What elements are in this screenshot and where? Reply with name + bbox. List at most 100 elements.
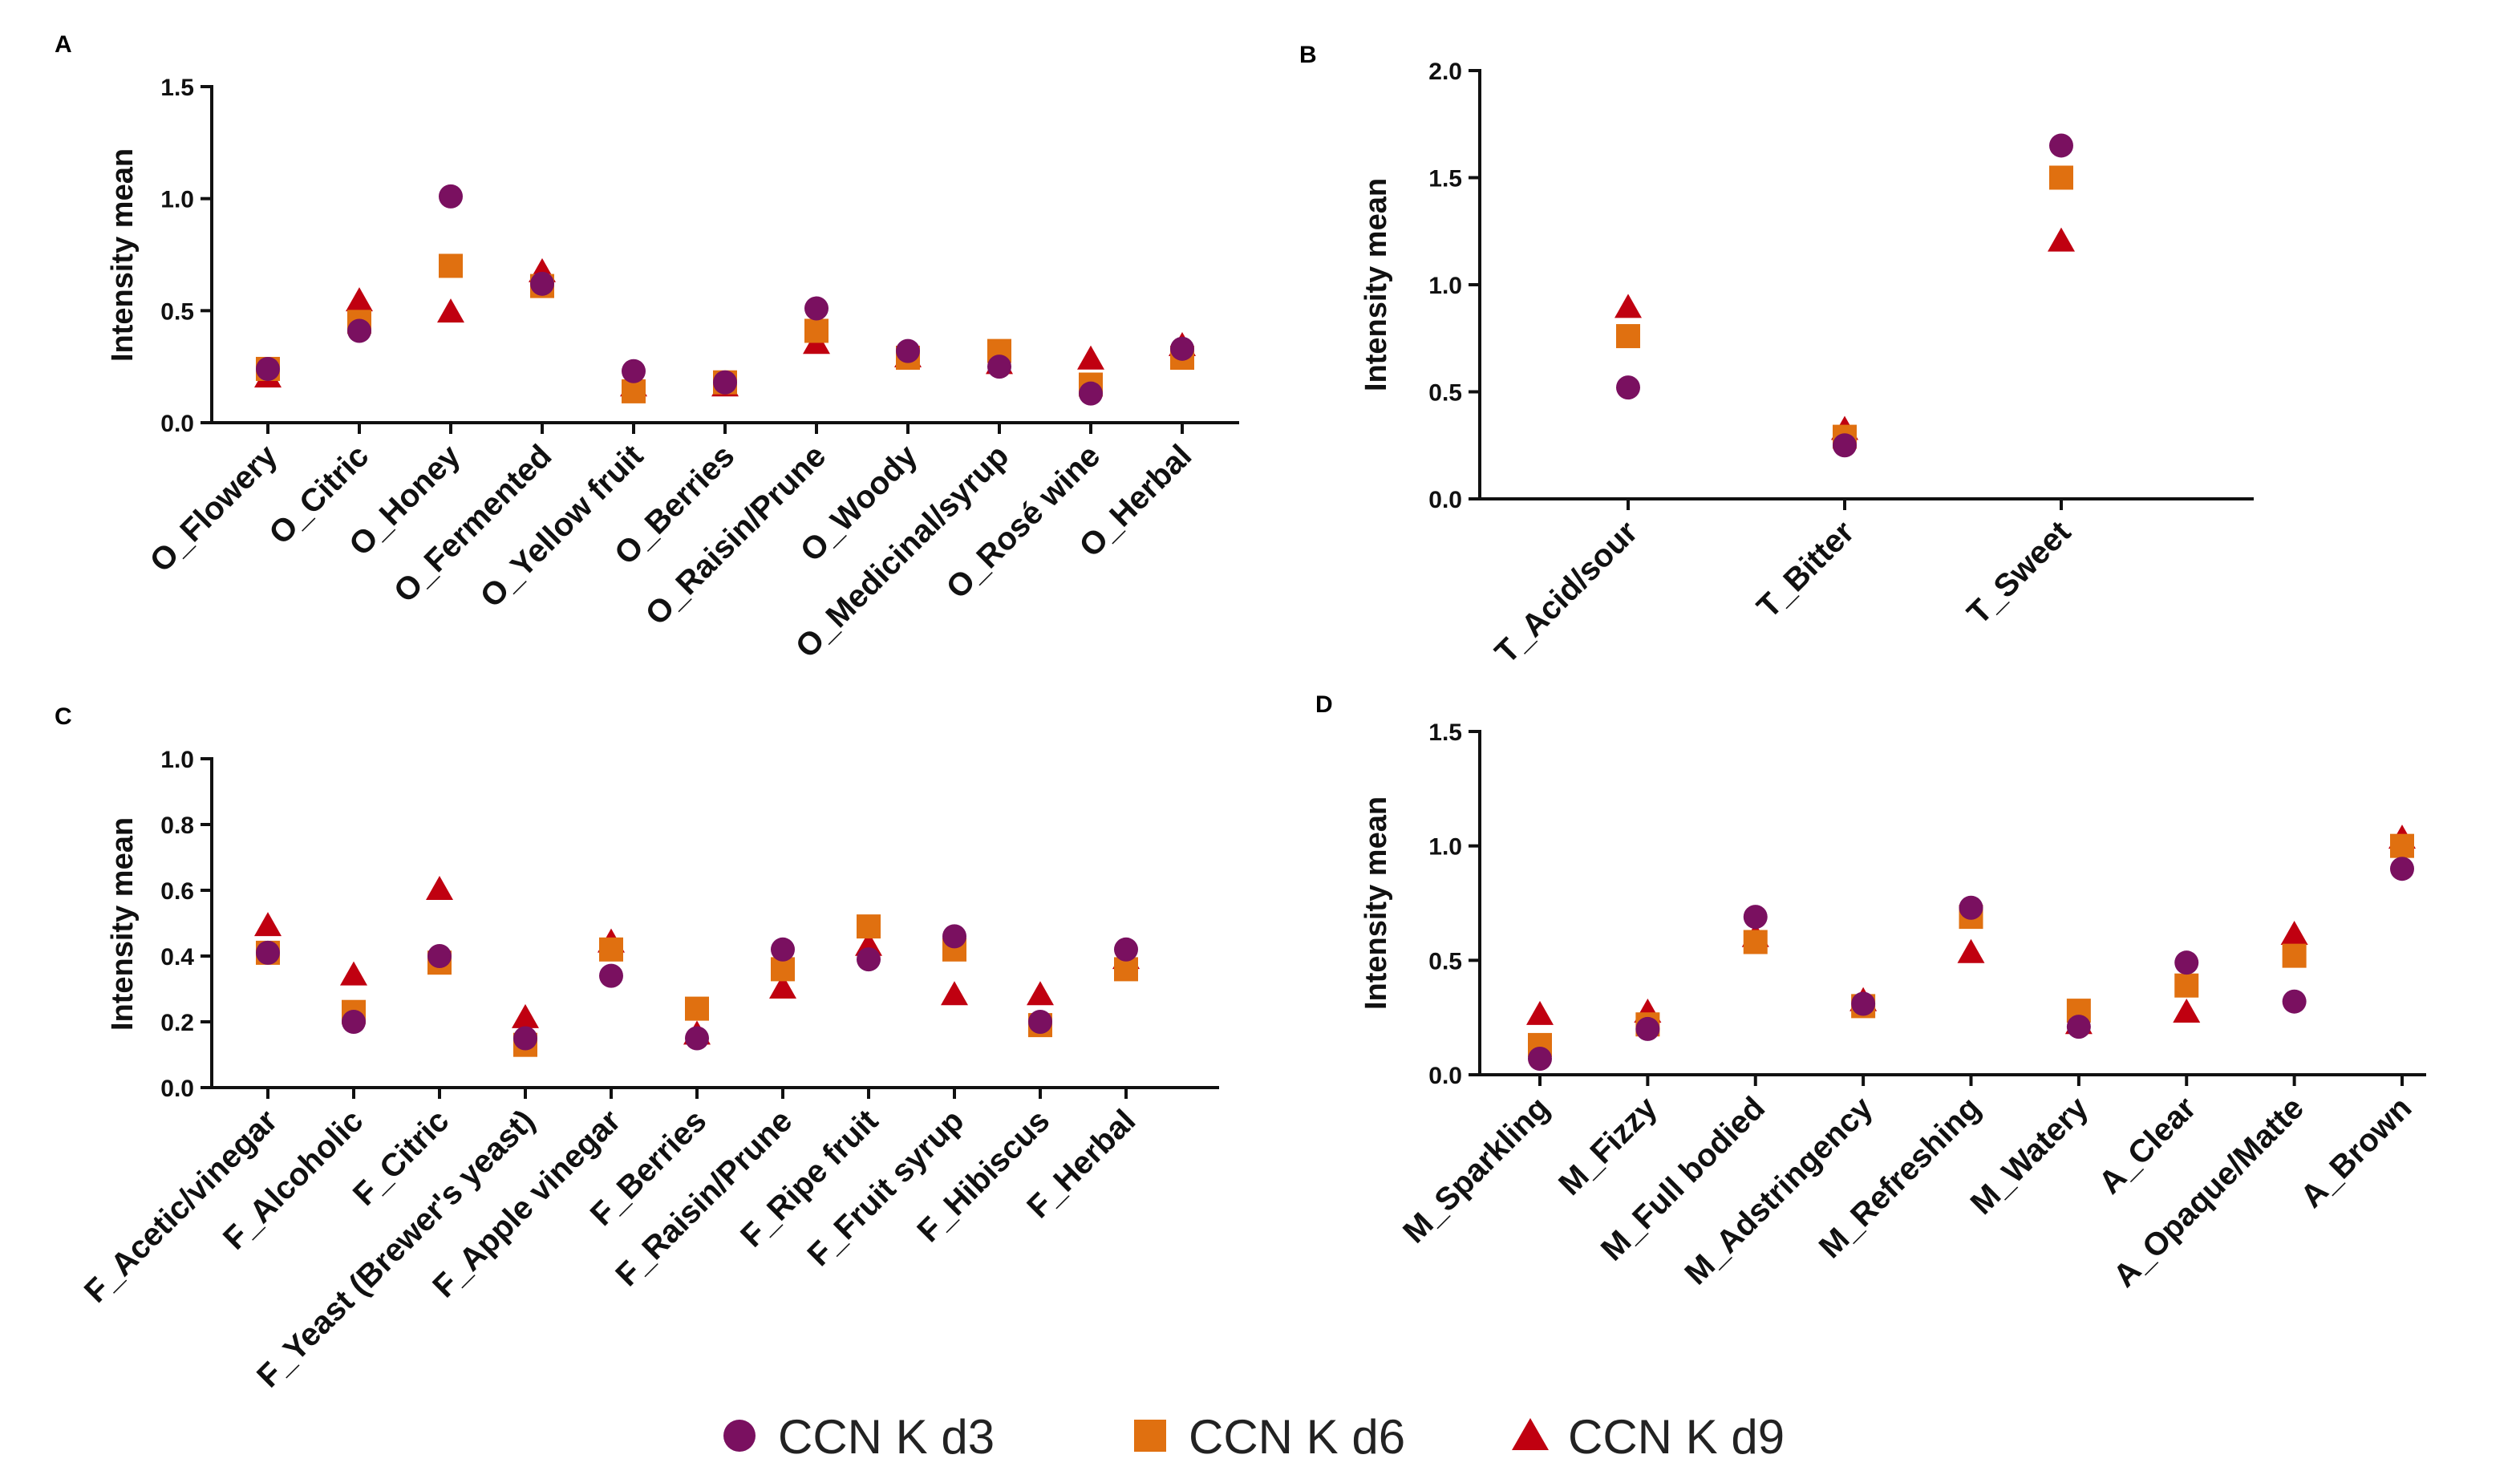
y-tick-label: 0.8 [160, 812, 194, 839]
marker-d3 [256, 356, 280, 381]
x-tick-label: T_Sweet [1960, 514, 2077, 631]
marker-d9 [340, 961, 367, 986]
marker-d3 [347, 318, 371, 343]
marker-d3 [2282, 989, 2307, 1014]
marker-d6 [2174, 973, 2199, 998]
marker-d3 [1114, 937, 1138, 962]
y-tick-label: 1.5 [1428, 719, 1462, 746]
marker-d3 [1079, 381, 1103, 406]
marker-d9 [2048, 227, 2075, 252]
y-tick-label: 0.4 [160, 944, 194, 970]
marker-d3 [1833, 433, 1857, 458]
x-tick-label: O_Yellow fruit [474, 438, 650, 614]
legend-marker-square [1134, 1420, 1166, 1452]
x-tick-label: F_Fruit syrup [801, 1103, 971, 1273]
marker-d3 [1528, 1047, 1552, 1072]
panel-letter-d: D [1315, 691, 1333, 718]
y-axis-title-b: Intensity mean [1359, 178, 1393, 391]
marker-d3 [256, 940, 280, 965]
marker-d6 [1616, 324, 1640, 349]
x-tick-label: T_Bitter [1750, 514, 1861, 625]
y-tick-label: 0.5 [1428, 380, 1462, 407]
marker-d9 [1526, 1000, 1554, 1025]
x-tick-label: M_Watery [1964, 1090, 2096, 1222]
y-tick-label: 0.0 [1428, 1063, 1462, 1089]
marker-d3 [1635, 1016, 1660, 1041]
x-tick-label: M_Adstringency [1678, 1090, 1880, 1292]
marker-d6 [804, 318, 829, 343]
marker-d6 [685, 996, 709, 1021]
marker-d3 [2049, 133, 2073, 158]
panel-letter-b: B [1299, 42, 1317, 68]
y-tick-label: 1.0 [1428, 273, 1462, 299]
marker-d9 [346, 287, 373, 312]
marker-d9 [426, 876, 453, 900]
y-tick-label: 0.0 [160, 1076, 194, 1102]
marker-d3 [2066, 1015, 2091, 1039]
legend-item-d6: CCN K d6 [1134, 1410, 1405, 1464]
marker-d3 [857, 947, 881, 972]
marker-d3 [513, 1026, 537, 1051]
marker-d3 [1170, 336, 1194, 361]
x-tick-label: M_Sparkling [1396, 1090, 1556, 1250]
y-tick-label: 0.0 [160, 411, 194, 437]
y-axis-title-c: Intensity mean [106, 817, 140, 1031]
marker-d3 [599, 963, 623, 988]
marker-d3 [771, 937, 795, 962]
marker-d3 [2390, 857, 2414, 881]
x-tick-label: A_Brown [2294, 1090, 2418, 1214]
marker-d3 [1959, 895, 1983, 920]
marker-d3 [439, 184, 463, 209]
marker-d9 [512, 1003, 539, 1028]
plot-area-b: 0.0 0.5 1.0 1.5 2.0 T_Acid/sour T_Bitter T_Swee… [1428, 59, 2254, 671]
marker-d3 [685, 1026, 709, 1051]
marker-d9 [1077, 345, 1104, 370]
y-tick-label: 1.0 [1428, 834, 1462, 861]
panel-c: C Intensity mean 0.00.20.40.60.81.0F_Ace… [55, 703, 1219, 1395]
y-tick-label: 1.0 [160, 187, 194, 213]
panel-b: B Intensity mean 0.0 0.5 1.0 1.5 2.0 T_Acid/s… [1299, 42, 2254, 671]
y-axis-title-a: Intensity mean [106, 148, 140, 362]
plot-area-c: 0.00.20.40.60.81.0F_Acetic/vinegarF_Alco… [78, 747, 1219, 1395]
legend-label-d6: CCN K d6 [1189, 1410, 1405, 1464]
marker-d9 [254, 912, 282, 937]
x-tick-label: A_Clear [2093, 1090, 2203, 1201]
marker-d3 [1851, 991, 1876, 1016]
marker-d6 [2390, 833, 2414, 858]
x-tick-label: O_Fermented [387, 438, 558, 609]
panel-letter-c: C [55, 703, 72, 730]
marker-d9 [769, 975, 796, 999]
marker-d6 [857, 914, 881, 939]
marker-d9 [1615, 294, 1642, 318]
y-tick-label: 1.5 [160, 75, 194, 101]
marker-d3 [804, 296, 829, 321]
x-tick-label: O_Flowery [144, 438, 285, 579]
x-tick-label: A_Opaque/Matte [2107, 1090, 2311, 1294]
legend-marker-circle [723, 1420, 756, 1452]
marker-d3 [713, 370, 737, 395]
panel-a: A Intensity mean 0.0 0.5 1.0 1.5 O_Flowery O_… [55, 31, 1239, 665]
marker-d6 [439, 253, 463, 278]
legend: CCN K d3 CCN K d6 CCN K d9 [723, 1410, 1785, 1464]
marker-d9 [2173, 998, 2201, 1023]
legend-item-d3: CCN K d3 [723, 1410, 995, 1464]
marker-d9 [437, 298, 464, 323]
marker-d3 [1028, 1010, 1052, 1034]
marker-d3 [530, 271, 554, 296]
marker-d6 [1743, 930, 1768, 954]
marker-d9 [941, 981, 968, 1006]
marker-d3 [987, 355, 1011, 379]
marker-d6 [2049, 165, 2073, 190]
plot-area-a: 0.00.51.01.5O_FloweryO_CitricO_HoneyO_Fe… [144, 75, 1239, 665]
marker-d9 [1027, 981, 1054, 1006]
marker-d3 [1743, 905, 1768, 930]
y-tick-label: 0.0 [1428, 487, 1462, 513]
marker-d9 [1957, 938, 1985, 963]
marker-d6 [2282, 943, 2307, 968]
x-tick-label: T_Acid/sour [1489, 514, 1645, 671]
marker-d3 [2174, 950, 2199, 975]
panel-letter-a: A [55, 31, 72, 58]
marker-d6 [622, 379, 646, 403]
